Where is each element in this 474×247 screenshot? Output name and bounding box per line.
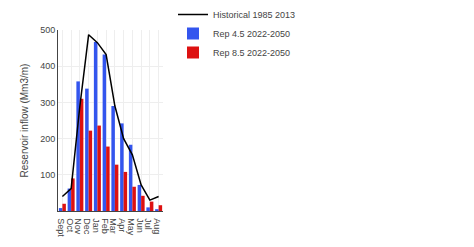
svg-text:Rep 4.5 2022-2050: Rep 4.5 2022-2050 [213, 29, 290, 39]
svg-text:May: May [126, 218, 136, 236]
svg-text:Jun: Jun [135, 218, 145, 233]
svg-text:Apr: Apr [117, 218, 127, 232]
svg-text:Reservoir inflow (Mm3/m): Reservoir inflow (Mm3/m) [19, 64, 30, 178]
svg-text:400: 400 [40, 61, 55, 71]
svg-text:Jan: Jan [91, 218, 101, 233]
svg-text:Historical 1985 2013: Historical 1985 2013 [213, 10, 295, 20]
svg-text:Mar: Mar [108, 218, 118, 234]
svg-text:Oct: Oct [65, 218, 75, 233]
svg-text:Rep 8.5 2022-2050: Rep 8.5 2022-2050 [213, 48, 290, 58]
svg-text:500: 500 [40, 25, 55, 35]
svg-text:300: 300 [40, 98, 55, 108]
svg-text:Jul: Jul [143, 218, 153, 230]
svg-text:Aug: Aug [152, 218, 162, 234]
svg-text:100: 100 [40, 170, 55, 180]
svg-text:Feb: Feb [100, 218, 110, 234]
svg-text:200: 200 [40, 134, 55, 144]
svg-text:Sept: Sept [56, 218, 66, 237]
svg-text:Nov: Nov [73, 218, 83, 235]
svg-text:Dec: Dec [82, 218, 92, 235]
